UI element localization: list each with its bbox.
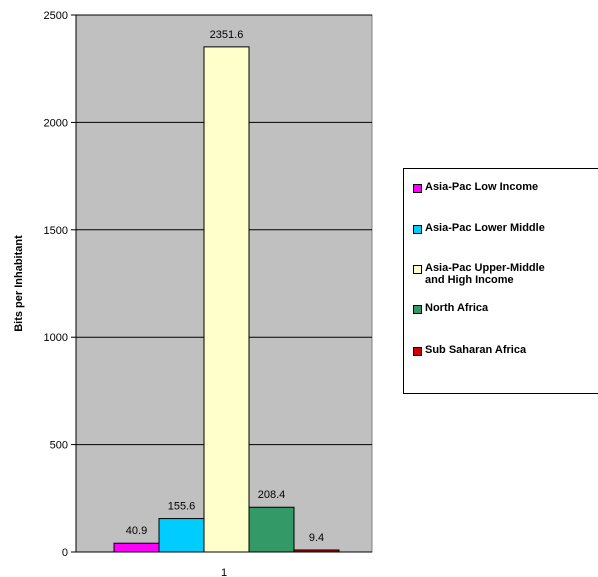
y-tick-label: 2500 xyxy=(44,10,68,22)
data-label: 208.4 xyxy=(258,489,286,501)
bar-asia-pac-lower-middle xyxy=(158,518,205,553)
legend-item-sub-saharan-africa: Sub Saharan Africa xyxy=(413,344,526,356)
legend-label: North Africa xyxy=(425,302,489,314)
data-label: 9.4 xyxy=(309,532,324,544)
y-tick-label: 1000 xyxy=(44,332,68,344)
legend-label: Asia-Pac Upper-Middle xyxy=(425,262,545,274)
data-label: 155.6 xyxy=(168,501,196,513)
legend-label: Asia-Pac Lower Middle xyxy=(425,222,545,234)
legend: Asia-Pac Low Income Asia-Pac Lower Middl… xyxy=(403,168,598,394)
bar-asia-pac-low-income xyxy=(113,542,160,553)
y-tick-label: 2000 xyxy=(44,117,68,129)
legend-swatch xyxy=(413,305,422,314)
legend-item-asia-pac-upper-middle: Asia-Pac Upper-Middle and High Income xyxy=(413,262,545,286)
y-axis-ticks: 0 500 1000 1500 2000 2500 xyxy=(44,10,76,559)
legend-label: Asia-Pac Low Income xyxy=(425,181,539,193)
legend-item-asia-pac-low-income: Asia-Pac Low Income xyxy=(413,181,538,193)
y-tick-label: 0 xyxy=(62,547,68,559)
legend-item-asia-pac-lower-middle: Asia-Pac Lower Middle xyxy=(413,222,545,234)
bar-asia-pac-upper-middle-and-high-income xyxy=(203,46,250,553)
bar-north-africa xyxy=(248,506,295,553)
legend-label-line2: and High Income xyxy=(425,274,514,286)
data-label: 40.9 xyxy=(126,525,147,537)
y-tick-label: 500 xyxy=(50,440,68,452)
legend-label: Sub Saharan Africa xyxy=(425,344,527,356)
legend-item-north-africa: North Africa xyxy=(413,302,488,314)
legend-swatch xyxy=(413,184,422,193)
legend-swatch xyxy=(413,265,422,274)
data-label: 2351.6 xyxy=(210,29,244,41)
data-labels: 40.9 155.6 2351.6 208.4 9.4 xyxy=(126,29,324,544)
bars xyxy=(113,46,340,553)
legend-swatch xyxy=(413,347,422,356)
y-axis-label: Bits per Inhabitant xyxy=(13,235,25,332)
x-tick-label: 1 xyxy=(221,567,227,577)
y-tick-label: 1500 xyxy=(44,225,68,237)
legend-swatch xyxy=(413,225,422,234)
